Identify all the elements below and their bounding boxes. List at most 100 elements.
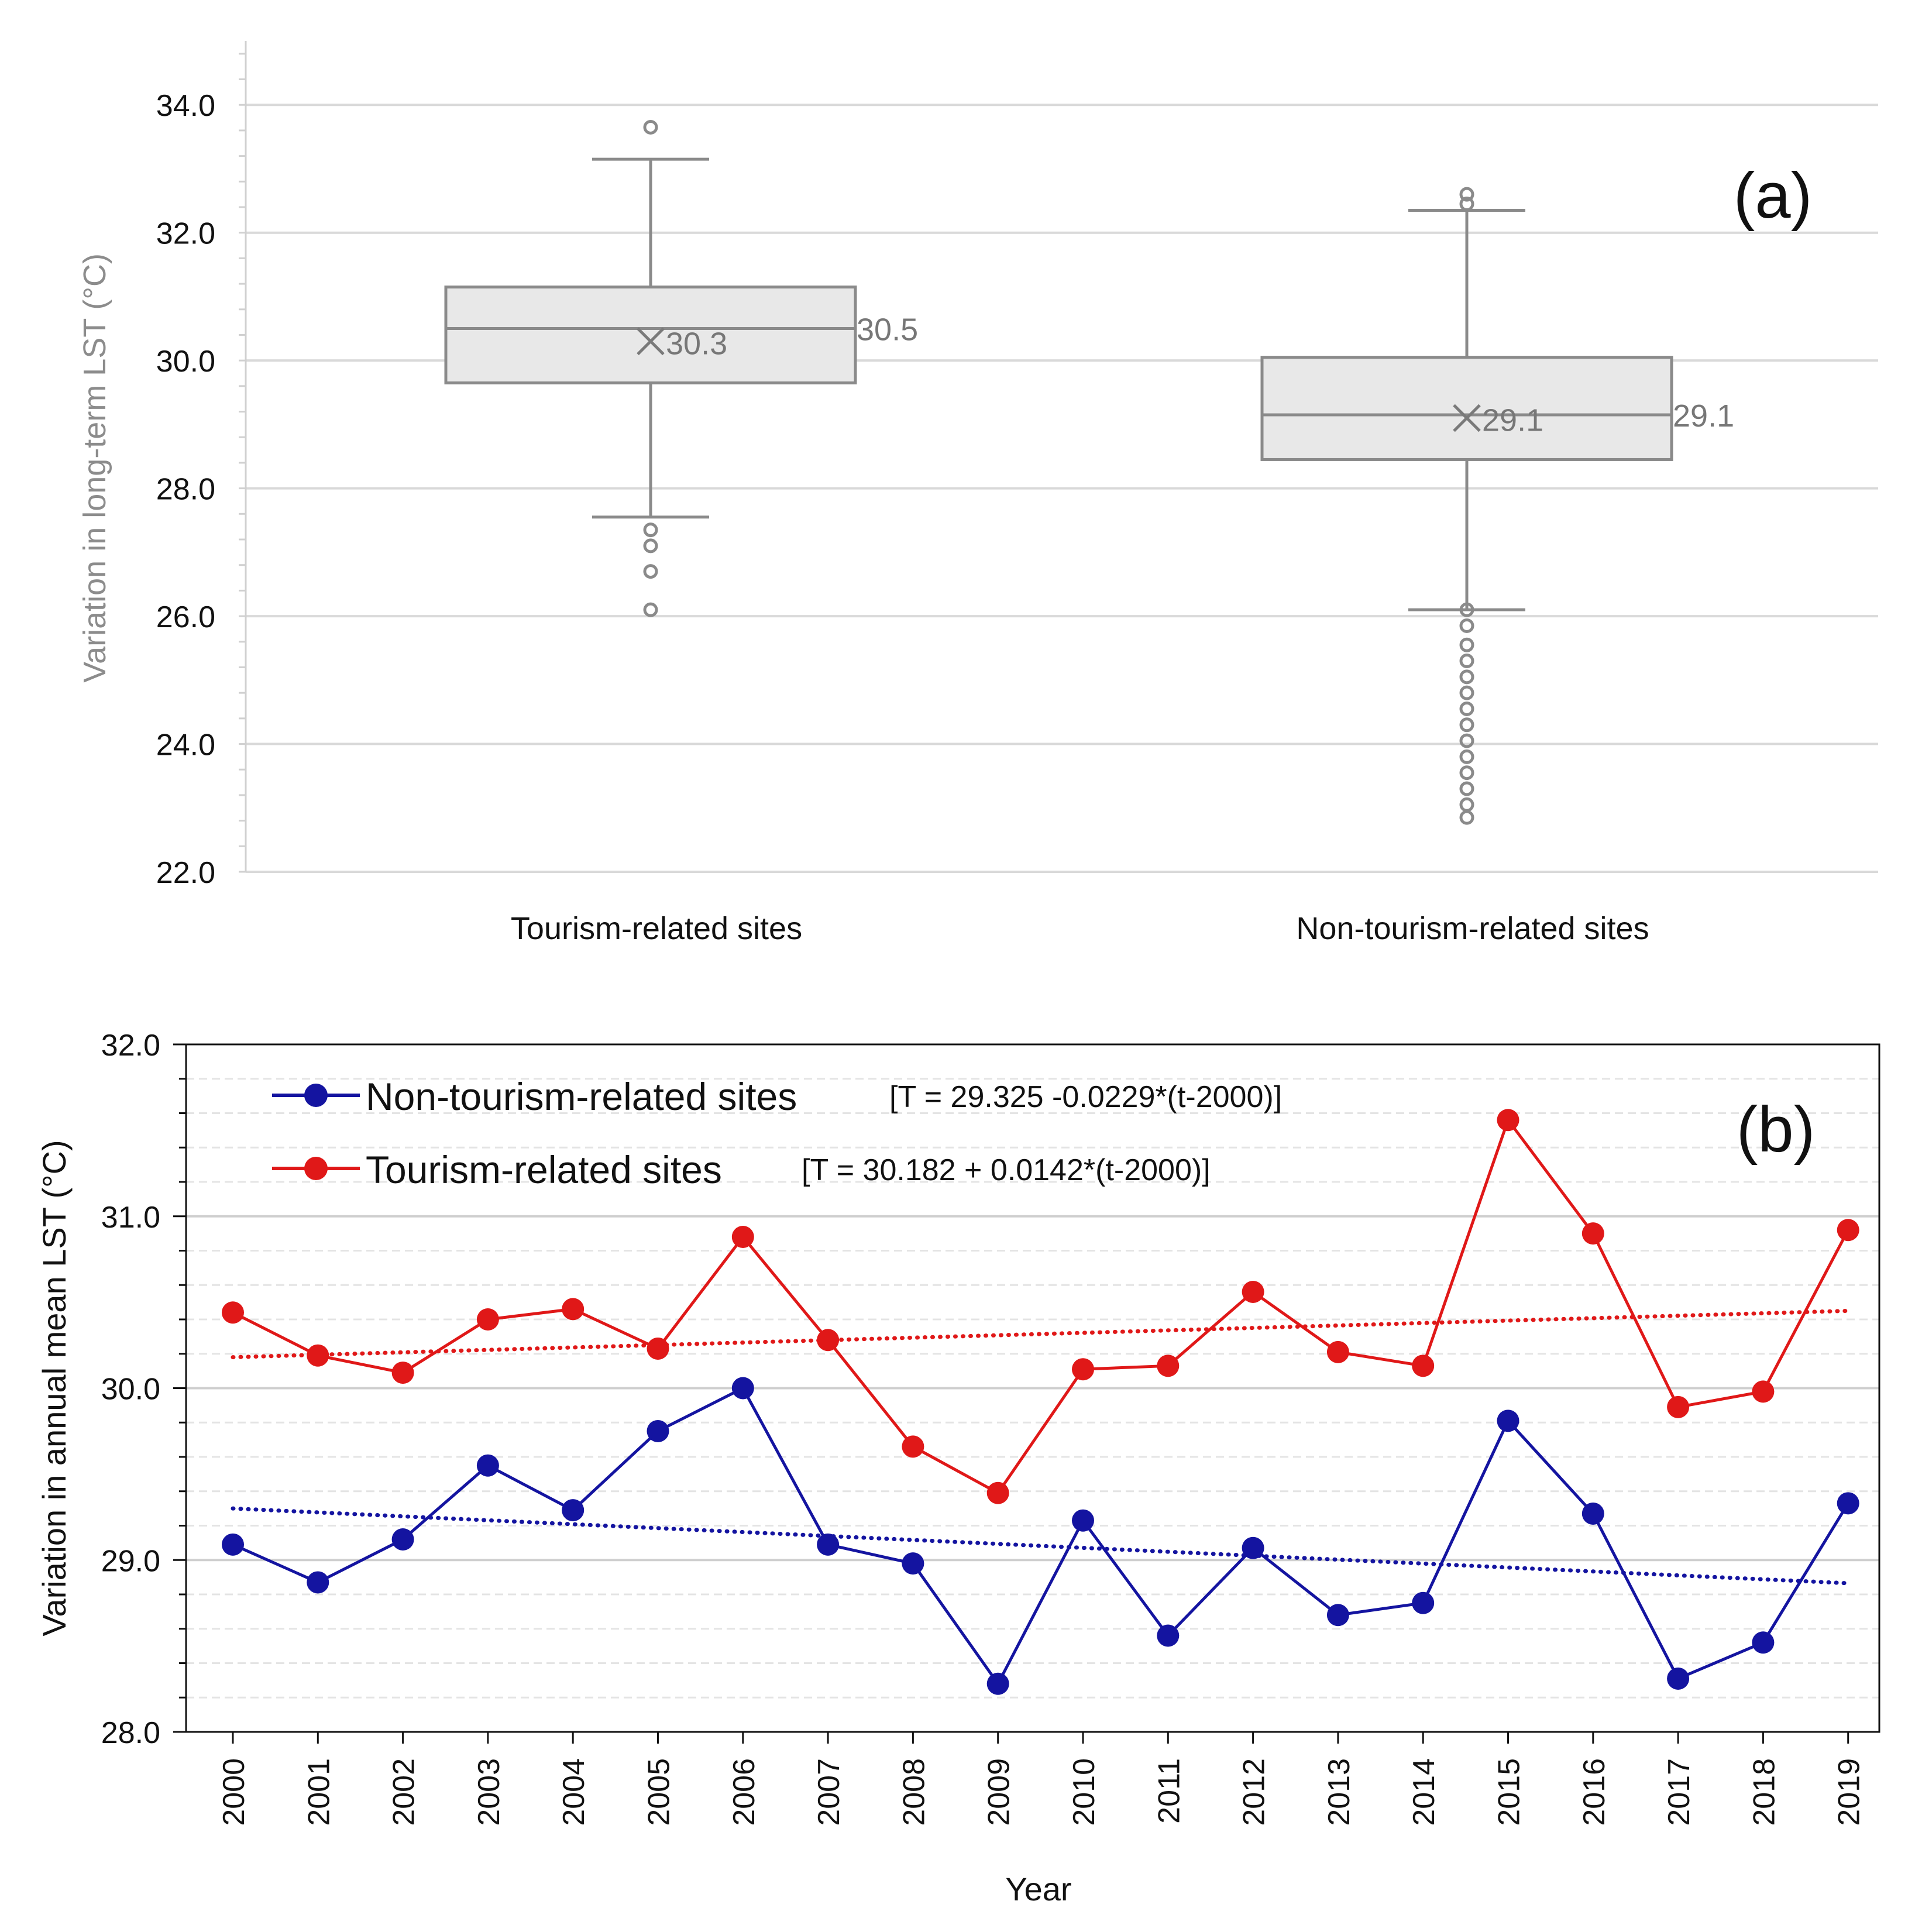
data-point <box>562 1298 585 1321</box>
data-point <box>647 1337 669 1360</box>
data-point <box>1242 1536 1264 1559</box>
panel-b-x-tick-label: 2016 <box>1577 1758 1611 1826</box>
outlier-point <box>1459 810 1474 825</box>
data-point <box>1326 1340 1349 1363</box>
category-label: Non-tourism-related sites <box>1296 911 1649 946</box>
outlier-point <box>643 564 658 579</box>
outlier-point <box>1459 749 1474 764</box>
outlier-point <box>1459 733 1474 748</box>
panel-a-category-labels: Tourism-related sites Non-tourism-related… <box>511 911 1649 946</box>
panel-b-x-tick-label: 2002 <box>387 1758 421 1826</box>
legend-equation: [T = 29.325 -0.0229*(t-2000)] <box>889 1080 1282 1114</box>
mean-marker <box>1453 404 1481 432</box>
median-label: 29.1 <box>1673 398 1734 434</box>
legend-swatch-marker <box>304 1084 328 1107</box>
panel-a-y-tick-label: 24.0 <box>156 728 215 762</box>
data-point <box>817 1329 840 1352</box>
outlier-point <box>1459 654 1474 669</box>
panel-a-y-axis-title: Variation in long-term LST (°C) <box>77 253 112 683</box>
box-iqr <box>444 286 857 384</box>
category-label: Tourism-related sites <box>511 911 802 946</box>
outlier-point <box>1459 717 1474 733</box>
panel-b-label: (b) <box>1737 1094 1815 1166</box>
outlier-point <box>1459 797 1474 812</box>
panel-a-minor-ticks <box>239 53 246 873</box>
data-point <box>1581 1502 1604 1525</box>
panel-b-x-ticks: 2000 2001 2002 2003 2004 2005 2006 2007 2008 2009… <box>217 1732 1866 1826</box>
data-point <box>307 1571 329 1594</box>
panel-b-x-tick-label: 2011 <box>1152 1758 1186 1824</box>
outlier-point <box>1459 765 1474 781</box>
panel-b-y-tick-label: 30.0 <box>101 1373 160 1407</box>
data-point <box>1667 1395 1690 1418</box>
outlier-point <box>1459 669 1474 685</box>
panel-b-y-tick-label: 31.0 <box>101 1201 160 1235</box>
outlier-point <box>643 119 658 135</box>
data-point <box>731 1377 754 1400</box>
data-point <box>1326 1604 1349 1627</box>
panel-b-x-tick-label: 2012 <box>1237 1758 1271 1826</box>
data-point <box>986 1481 1009 1504</box>
panel-b-x-tick-label: 2006 <box>727 1758 761 1826</box>
panel-b-x-tick-label: 2007 <box>812 1758 846 1826</box>
panel-a-y-tick-label: 34.0 <box>156 89 215 123</box>
legend-series-name: Tourism-related sites <box>366 1148 722 1191</box>
panel-b-x-tick-label: 2001 <box>302 1758 336 1826</box>
data-point <box>1072 1509 1094 1532</box>
panel-b-x-tick-label: 2019 <box>1833 1758 1866 1826</box>
panel-a-y-tick-label: 32.0 <box>156 217 215 251</box>
data-point <box>1497 1410 1519 1432</box>
panel-b-x-tick-label: 2000 <box>217 1758 251 1826</box>
panel-b-y-tick-label: 32.0 <box>101 1029 160 1063</box>
outlier-point <box>1459 637 1474 652</box>
panel-a-gridlines <box>246 104 1878 873</box>
data-point <box>1412 1355 1435 1377</box>
panel-a-label: (a) <box>1734 160 1812 232</box>
mean-marker <box>637 327 665 356</box>
legend-equation: [T = 30.182 + 0.0142*(t-2000)] <box>802 1153 1211 1187</box>
data-point <box>1072 1358 1094 1381</box>
data-point <box>222 1533 244 1556</box>
panel-b-y-tick-label: 29.0 <box>101 1544 160 1578</box>
trend-line <box>231 1506 1851 1586</box>
panel-b-x-tick-label: 2015 <box>1493 1758 1527 1826</box>
series-group <box>222 1377 1859 1695</box>
panel-b-trend-lines <box>231 1308 1851 1586</box>
panel-b-y-tick-label: 28.0 <box>101 1716 160 1750</box>
outlier-point <box>1459 618 1474 633</box>
outlier-point <box>1459 197 1474 212</box>
data-point <box>902 1552 924 1575</box>
panel-b-x-tick-label: 2005 <box>642 1758 676 1826</box>
outlier-point <box>643 522 658 538</box>
trend-line <box>231 1308 1851 1360</box>
legend-series-name: Non-tourism-related sites <box>366 1075 797 1118</box>
panel-a-boxes: 30.3 30.5 29.1 29.1 <box>444 119 1734 825</box>
panel-b-x-tick-label: 2004 <box>557 1758 591 1826</box>
mean-label: 29.1 <box>1482 403 1543 438</box>
outlier-point <box>1459 781 1474 796</box>
panel-a-y-tick-labels: 22.0 24.0 26.0 28.0 30.0 32.0 34.0 <box>156 89 215 890</box>
data-point <box>1412 1591 1435 1614</box>
panel-b-y-ticks: 28.0 29.0 30.0 31.0 32.0 <box>101 1029 186 1750</box>
panel-b-x-tick-label: 2008 <box>897 1758 931 1826</box>
box-iqr <box>1260 356 1673 461</box>
data-point <box>1752 1631 1775 1654</box>
outlier-point <box>1459 187 1474 202</box>
panel-b-y-axis-title: Variation in annual mean LST (°C) <box>36 1140 73 1636</box>
outlier-point <box>643 602 658 617</box>
panel-b-x-tick-label: 2014 <box>1407 1758 1441 1826</box>
outlier-point <box>1459 701 1474 716</box>
outlier-point <box>1459 685 1474 700</box>
data-point <box>562 1499 585 1522</box>
box-group: 30.3 30.5 <box>444 119 918 617</box>
panel-b-x-tick-label: 2009 <box>982 1758 1016 1826</box>
data-point <box>1157 1355 1180 1377</box>
panel-a-y-tick-label: 26.0 <box>156 600 215 634</box>
data-point <box>1837 1219 1859 1242</box>
data-point <box>391 1528 414 1551</box>
panel-b-x-tick-label: 2003 <box>472 1758 506 1826</box>
panel-b-x-tick-label: 2017 <box>1662 1758 1696 1826</box>
legend-entry: Tourism-related sites [T = 30.182 + 0.014… <box>272 1148 1211 1191</box>
data-point <box>476 1454 499 1477</box>
